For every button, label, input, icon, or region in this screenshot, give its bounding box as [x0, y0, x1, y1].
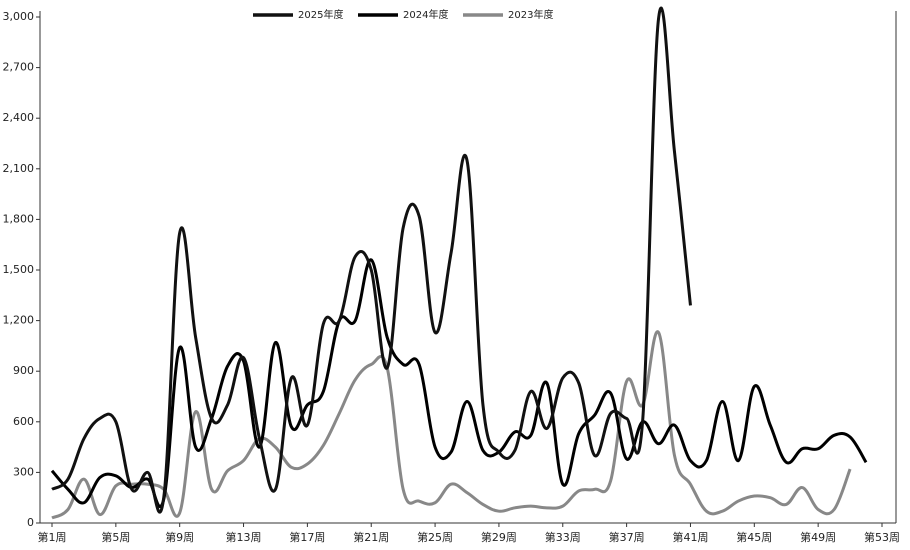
series-line [51, 330, 852, 520]
x-tick-label: 第25周 [417, 530, 453, 544]
legend-label: 2023年度 [508, 8, 553, 21]
x-tick-label: 第9周 [165, 530, 194, 544]
y-tick-label: 0 [27, 516, 34, 529]
legend-label: 2025年度 [298, 8, 343, 21]
x-tick-label: 第1周 [38, 530, 67, 544]
series-line [51, 6, 692, 514]
x-tick-label: 第17周 [289, 530, 325, 544]
x-tick-label: 第5周 [101, 530, 130, 544]
x-tick-label: 第41周 [672, 530, 708, 544]
x-tick-label: 第21周 [353, 530, 389, 544]
y-tick-label: 2,100 [3, 162, 35, 175]
y-tick-label: 900 [13, 364, 34, 377]
x-tick-label: 第45周 [736, 530, 772, 544]
x-tick-label: 第13周 [226, 530, 262, 544]
y-tick-label: 600 [13, 415, 34, 428]
y-tick-label: 2,700 [3, 61, 35, 74]
legend-label: 2024年度 [403, 8, 448, 21]
x-tick-label: 第37周 [609, 530, 645, 544]
y-tick-label: 1,500 [3, 263, 35, 276]
y-tick-label: 1,800 [3, 212, 35, 225]
y-tick-label: 300 [13, 465, 34, 478]
y-tick-label: 3,000 [3, 10, 35, 23]
x-tick-label: 第49周 [800, 530, 836, 544]
x-tick-label: 第29周 [481, 530, 517, 544]
y-tick-label: 2,400 [3, 111, 35, 124]
series-line [50, 258, 868, 509]
y-tick-label: 1,200 [3, 314, 35, 327]
x-tick-label: 第53周 [864, 530, 900, 544]
x-tick-label: 第33周 [545, 530, 581, 544]
